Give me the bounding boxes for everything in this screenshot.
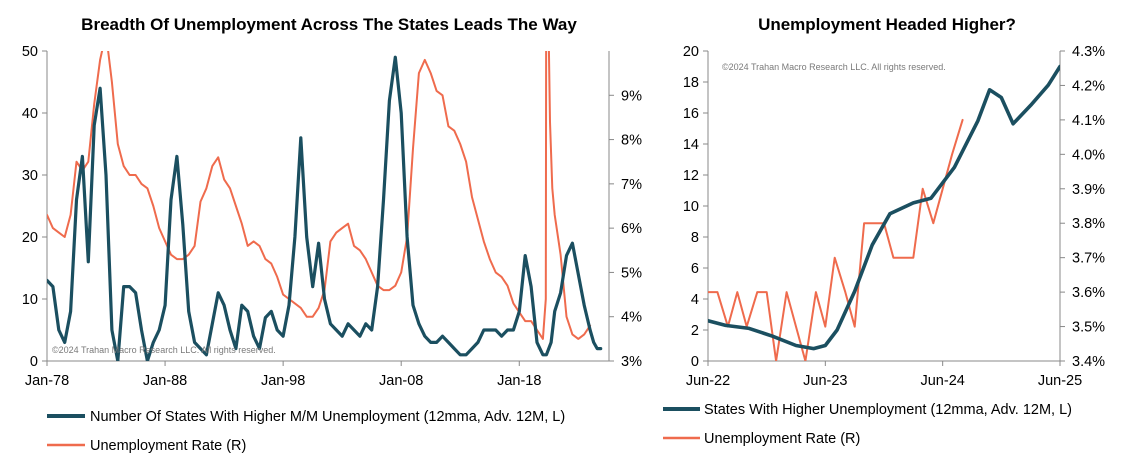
left-chart-x-ticks: Jan-78 Jan-88 Jan-98 Jan-08 Jan-18 — [25, 361, 541, 389]
right-chart: Unemployment Headed Higher? Jun-22 Jun-23… — [663, 15, 1105, 447]
right-chart-title: Unemployment Headed Higher? — [758, 15, 1016, 34]
y-tick-label-right: 3.4% — [1072, 354, 1105, 370]
right-chart-watermark: ©2024 Trahan Macro Research LLC. All rig… — [722, 62, 946, 72]
left-chart-y-ticks-left: 0 10 20 30 40 50 — [22, 44, 47, 370]
y-tick-label-right: 4.3% — [1072, 44, 1105, 60]
y-tick-label-left: 0 — [691, 354, 699, 370]
y-tick-label-right: 9% — [621, 88, 642, 104]
left-chart-title: Breadth Of Unemployment Across The State… — [81, 15, 577, 34]
y-tick-label-left: 40 — [22, 106, 38, 122]
y-tick-label-left: 18 — [683, 75, 699, 91]
left-chart-watermark: ©2024 Trahan Macro Research LLC. All rig… — [52, 345, 276, 355]
left-chart-y-ticks-right: 3% 4% 5% 6% 7% 8% 9% — [609, 88, 642, 370]
y-tick-label-left: 6 — [691, 261, 699, 277]
right-legend-label-rate: Unemployment Rate (R) — [704, 431, 860, 447]
y-tick-label-right: 3.5% — [1072, 320, 1105, 336]
y-tick-label-right: 4% — [621, 310, 642, 326]
y-tick-label-left: 10 — [683, 199, 699, 215]
y-tick-label-right: 6% — [621, 221, 642, 237]
y-tick-label-left: 12 — [683, 168, 699, 184]
y-tick-label-right: 4.2% — [1072, 78, 1105, 94]
left-chart: Breadth Of Unemployment Across The State… — [22, 15, 642, 454]
y-tick-label-left: 0 — [30, 354, 38, 370]
y-tick-label-right: 4.1% — [1072, 113, 1105, 129]
y-tick-label-left: 10 — [22, 292, 38, 308]
y-tick-label-right: 3.8% — [1072, 216, 1105, 232]
right-chart-y-ticks-right: 3.4% 3.5% 3.6% 3.7% 3.8% 3.9% 4.0% 4.1% 4.2% 4.3% — [1060, 44, 1105, 370]
right-chart-y-ticks-left: 0 2 4 6 8 10 12 14 16 18 20 — [683, 44, 708, 370]
y-tick-label-left: 8 — [691, 230, 699, 246]
y-tick-label-right: 3% — [621, 354, 642, 370]
y-tick-label-right: 3.6% — [1072, 285, 1105, 301]
left-legend-label-rate: Unemployment Rate (R) — [90, 438, 246, 454]
y-tick-label-right: 3.7% — [1072, 251, 1105, 267]
y-tick-label-left: 4 — [691, 292, 699, 308]
y-tick-label-right: 5% — [621, 265, 642, 281]
x-tick-label: Jan-08 — [379, 373, 423, 389]
y-tick-label-right: 4.0% — [1072, 147, 1105, 163]
series-line-unemployment-rate — [708, 118, 964, 361]
x-tick-label: Jun-23 — [803, 373, 847, 389]
y-tick-label-left: 20 — [683, 44, 699, 60]
right-legend-label-states: States With Higher Unemployment (12mma, … — [704, 402, 1072, 418]
x-tick-label: Jun-25 — [1038, 373, 1082, 389]
y-tick-label-right: 7% — [621, 177, 642, 193]
x-tick-label: Jan-18 — [497, 373, 541, 389]
y-tick-label-left: 30 — [22, 168, 38, 184]
left-chart-legend: Number Of States With Higher M/M Unemplo… — [47, 409, 565, 454]
x-tick-label: Jan-88 — [143, 373, 187, 389]
x-tick-label: Jan-98 — [261, 373, 305, 389]
y-tick-label-right: 8% — [621, 133, 642, 149]
series-line-states — [47, 55, 603, 361]
left-legend-label-states: Number Of States With Higher M/M Unemplo… — [90, 409, 565, 425]
y-tick-label-left: 14 — [683, 137, 699, 153]
right-chart-series — [708, 64, 1060, 361]
right-chart-x-ticks: Jun-22 Jun-23 Jun-24 Jun-25 — [686, 361, 1082, 389]
y-tick-label-left: 16 — [683, 106, 699, 122]
y-tick-label-left: 2 — [691, 323, 699, 339]
x-tick-label: Jun-22 — [686, 373, 730, 389]
y-tick-label-right: 3.9% — [1072, 182, 1105, 198]
right-chart-legend: States With Higher Unemployment (12mma, … — [663, 402, 1072, 447]
x-tick-label: Jan-78 — [25, 373, 69, 389]
left-chart-series — [47, 51, 603, 361]
series-line-states — [708, 64, 1060, 351]
x-tick-label: Jun-24 — [920, 373, 964, 389]
y-tick-label-left: 50 — [22, 44, 38, 60]
y-tick-label-left: 20 — [22, 230, 38, 246]
